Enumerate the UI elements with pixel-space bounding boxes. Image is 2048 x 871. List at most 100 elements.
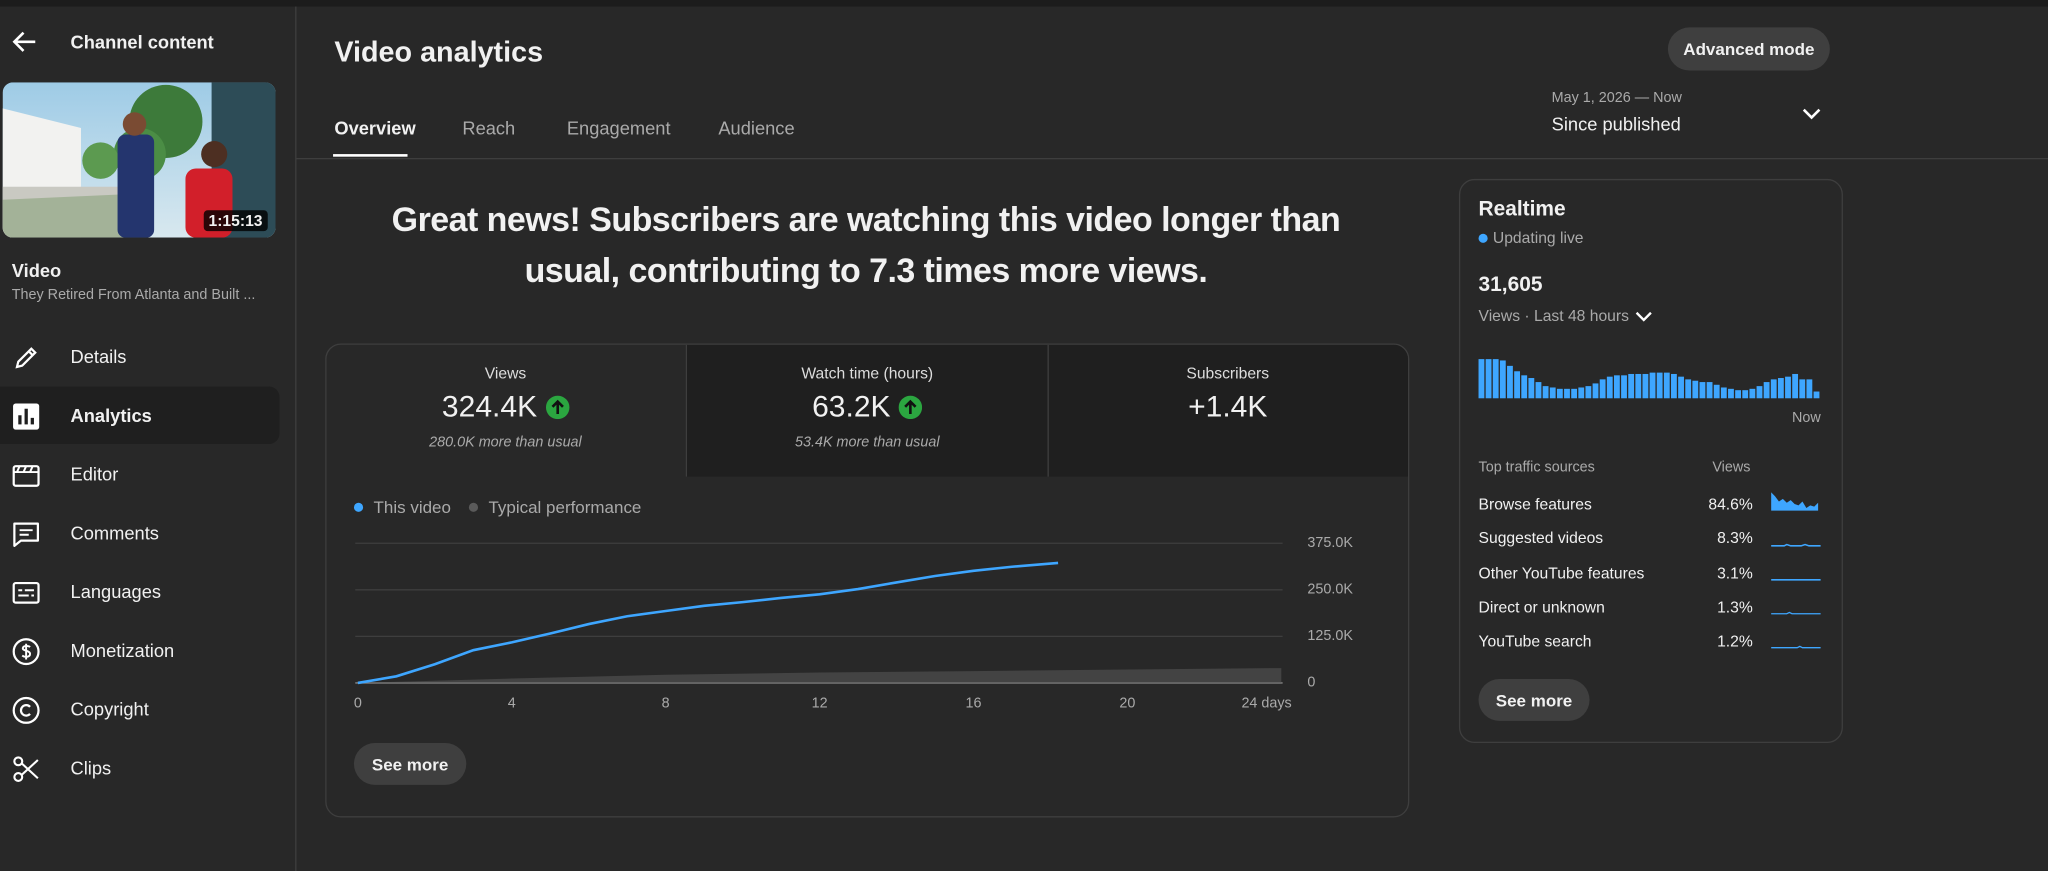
icon (15, 347, 37, 369)
video-thumbnail[interactable]: 1:15:13 (2, 82, 276, 238)
y-tick-label: 375.0K (1307, 535, 1353, 551)
traffic-source: Other YouTube features (1478, 563, 1645, 582)
button-label: See more (1495, 690, 1573, 710)
advanced-mode-button[interactable]: Advanced mode (1667, 27, 1830, 71)
realtime-title: Realtime (1478, 198, 1566, 221)
realtime-bar (1671, 373, 1677, 399)
traffic-share: 1.3% (1717, 597, 1753, 617)
realtime-bar (1649, 372, 1656, 399)
nav-label: Editor (70, 463, 119, 485)
nav-languages[interactable]: Languages (0, 563, 280, 620)
insight-headline: Great news! Subscribers are watching thi… (391, 199, 1341, 290)
now-label: Now (1791, 410, 1821, 426)
nav-copyright[interactable]: Copyright (0, 680, 280, 737)
realtime-status: Updating live (1492, 228, 1584, 247)
traffic-header: Top traffic sources (1478, 459, 1595, 476)
tab-reach[interactable]: Reach (462, 117, 516, 139)
metric-note: 280.0K more than usual (429, 434, 582, 451)
icon (12, 696, 40, 724)
nav-comments[interactable]: Comments (0, 504, 280, 561)
sidebar-title: Channel content (70, 31, 214, 53)
realtime-bar (1492, 359, 1499, 399)
nav-details[interactable]: Details (0, 328, 280, 385)
nav-label: Copyright (70, 698, 149, 720)
icon (12, 465, 40, 487)
metric-tabs-bg (685, 344, 1408, 477)
metric-label-text: Views (484, 364, 527, 383)
realtime-bar (1756, 386, 1763, 399)
nav-label: Analytics (70, 404, 152, 426)
metric-divider (685, 344, 688, 477)
back-button[interactable] (12, 29, 38, 55)
period-label[interactable]: Since published (1551, 113, 1681, 135)
realtime-period[interactable]: Views · Last 48 hours (1478, 306, 1629, 326)
up-icon (898, 395, 923, 420)
realtime-bar (1742, 390, 1749, 399)
realtime-bar (1507, 365, 1513, 399)
traffic-source: YouTube search (1478, 632, 1592, 651)
traffic-share: 1.2% (1717, 632, 1753, 651)
traffic-sparklines (1771, 492, 1821, 649)
metric-label[interactable]: Watch time (hours) (801, 364, 934, 383)
y-tick-label: 125.0K (1307, 628, 1353, 644)
thumbnail-image (2, 82, 276, 238)
realtime-bar (1642, 373, 1649, 399)
typical-area (357, 668, 1282, 683)
x-tick-label: 12 (812, 696, 828, 712)
y-tick-label: 0 (1307, 675, 1315, 691)
sidebar-divider (295, 6, 297, 871)
realtime-bar (1599, 379, 1606, 399)
overview-card (325, 343, 1410, 818)
realtime-bar (1678, 376, 1684, 399)
period-dropdown[interactable] (1802, 107, 1821, 120)
realtime-bar (1792, 373, 1799, 399)
realtime-bar (1535, 382, 1542, 399)
tab-engagement[interactable]: Engagement (566, 117, 671, 139)
traffic-views-header: Views (1712, 459, 1751, 476)
realtime-bar (1542, 386, 1549, 399)
realtime-bar (1735, 390, 1742, 399)
realtime-bar (1556, 388, 1563, 399)
metric-label[interactable]: Subscribers (1186, 364, 1270, 383)
top-strip (0, 0, 2048, 7)
nav-clips[interactable]: Clips (0, 739, 280, 796)
realtime-bar (1799, 379, 1806, 399)
traffic-source: Browse features (1478, 494, 1592, 514)
traffic-share: 3.1% (1717, 563, 1753, 582)
metric-value: 324.4K (325, 389, 685, 424)
realtime-bar (1813, 391, 1820, 399)
realtime-bar (1785, 376, 1791, 399)
realtime-bar (1514, 371, 1520, 399)
realtime-bar (1699, 382, 1706, 399)
icon (12, 581, 40, 604)
realtime-bar (1663, 372, 1670, 399)
video-duration: 1:15:13 (203, 210, 268, 232)
realtime-bar (1478, 359, 1485, 399)
tab-overview[interactable]: Overview (334, 117, 416, 139)
realtime-see-more-button[interactable]: See more (1478, 679, 1590, 721)
see-more-button[interactable]: See more (353, 743, 467, 785)
realtime-bar (1564, 388, 1570, 399)
realtime-bar (1621, 375, 1627, 399)
period-dropdown[interactable] (1635, 311, 1652, 323)
nav-editor[interactable]: Editor (0, 445, 280, 502)
nav-analytics[interactable]: Analytics (0, 386, 280, 444)
x-tick-label: 16 (966, 696, 982, 712)
nav-monetization[interactable]: Monetization (0, 622, 280, 679)
video-label: Video (11, 259, 62, 281)
icon (13, 756, 39, 782)
legend-dot (468, 502, 479, 512)
tab-indicator (333, 154, 408, 157)
nav-label: Details (70, 346, 127, 367)
traffic-share: 8.3% (1717, 529, 1753, 548)
realtime-bar (1499, 360, 1506, 399)
tab-audience[interactable]: Audience (718, 117, 795, 139)
realtime-bar (1485, 359, 1492, 399)
realtime-bar (1578, 387, 1585, 399)
video-title: They Retired From Atlanta and Built ... (11, 287, 256, 303)
x-tick-label: 20 (1119, 696, 1135, 712)
realtime-bar (1720, 387, 1727, 399)
metric-label: Views (325, 364, 685, 382)
realtime-bar (1592, 383, 1599, 399)
